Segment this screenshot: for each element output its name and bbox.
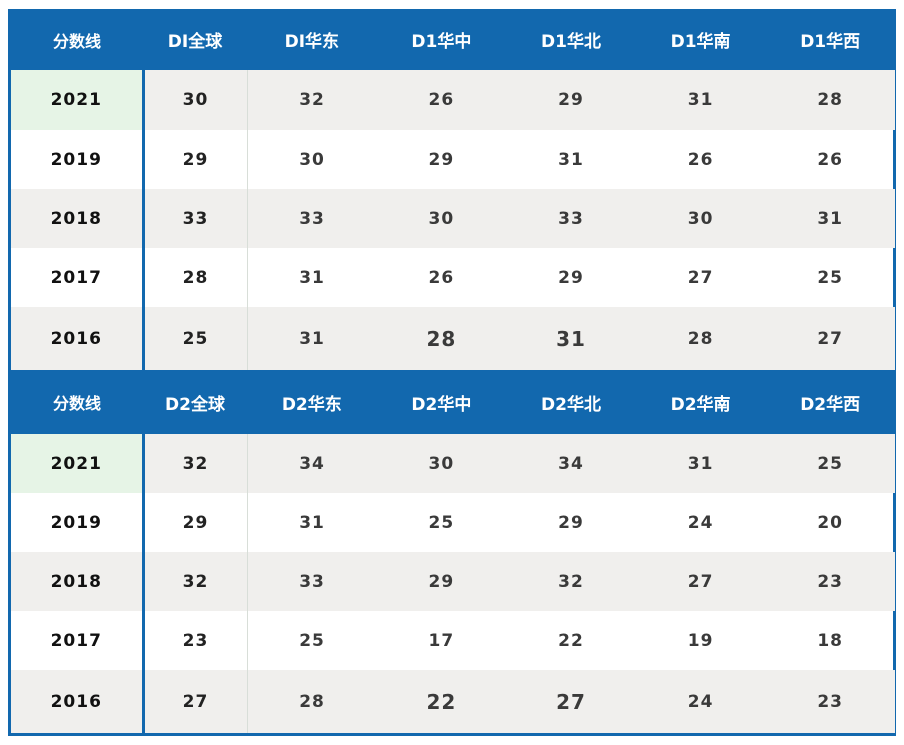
column-header: D1华中 (376, 9, 507, 70)
score-cell: 25 (143, 307, 248, 370)
score-cell: 25 (765, 434, 895, 493)
year-cell: 2018 (11, 552, 145, 611)
score-cell: 29 (428, 149, 455, 170)
header-row: 分数线 DI全球 DI华东 D1华中 D1华北 D1华南 D1华西 (11, 9, 895, 70)
column-header: DI全球 (143, 9, 247, 70)
score-cell: 26 (817, 149, 843, 170)
score-cell: 32 (506, 552, 636, 611)
score-tables: 分数线 DI全球 DI华东 D1华中 D1华北 D1华南 D1华西 2021 30 32 26 29 3… (8, 9, 896, 736)
score-cell: 19 (687, 630, 714, 651)
score-cell: 20 (817, 512, 843, 533)
score-cell: 29 (558, 512, 584, 533)
year-cell: 2017 (11, 248, 145, 307)
score-cell: 31 (765, 189, 895, 248)
score-cell: 17 (428, 630, 455, 651)
column-header: D1华北 (506, 9, 636, 70)
score-cell: 31 (635, 70, 766, 130)
score-cell: 28 (376, 307, 507, 370)
score-cell: 31 (558, 149, 584, 170)
column-header: D2华东 (247, 370, 377, 434)
score-cell: 31 (299, 512, 325, 533)
score-cell: 33 (247, 552, 377, 611)
score-cell: 32 (143, 552, 248, 611)
table-row: 2019 29 31 25 29 24 20 (11, 493, 895, 552)
score-cell: 30 (635, 189, 766, 248)
year-cell: 2019 (11, 130, 145, 189)
column-header: D2华西 (765, 370, 895, 434)
header-row: 分数线 D2全球 D2华东 D2华中 D2华北 D2华南 D2华西 (11, 370, 895, 434)
column-header: DI华东 (247, 9, 377, 70)
score-cell: 26 (687, 149, 714, 170)
year-cell: 2016 (11, 307, 145, 370)
score-cell: 29 (143, 130, 248, 189)
column-header: D1华南 (635, 9, 766, 70)
table-row: 2017 28 31 26 29 27 25 (11, 248, 895, 307)
score-cell: 22 (558, 630, 584, 651)
score-cell: 33 (247, 189, 377, 248)
column-header: 分数线 (11, 370, 143, 434)
score-cell: 23 (143, 611, 248, 670)
score-cell: 28 (143, 248, 248, 307)
score-cell: 27 (765, 307, 895, 370)
score-cell: 30 (376, 434, 507, 493)
score-cell: 29 (506, 70, 636, 130)
table-row: 2017 23 25 17 22 19 18 (11, 611, 895, 670)
score-cell: 33 (143, 189, 248, 248)
score-cell: 28 (247, 670, 377, 733)
score-cell: 28 (765, 70, 895, 130)
column-header: D2华北 (506, 370, 636, 434)
score-cell: 27 (687, 267, 714, 288)
score-cell: 23 (765, 670, 895, 733)
year-cell: 2016 (11, 670, 145, 733)
year-cell: 2019 (11, 493, 145, 552)
score-cell: 29 (143, 493, 248, 552)
column-header: D2华南 (635, 370, 766, 434)
score-cell: 27 (506, 670, 636, 733)
score-cell: 25 (299, 630, 325, 651)
score-cell: 30 (376, 189, 507, 248)
score-table-d1: 分数线 DI全球 DI华东 D1华中 D1华北 D1华南 D1华西 2021 30 32 26 29 3… (11, 9, 896, 370)
score-cell: 25 (817, 267, 843, 288)
score-cell: 24 (687, 512, 714, 533)
score-cell: 29 (376, 552, 507, 611)
score-cell: 22 (376, 670, 507, 733)
table-row: 2021 32 34 30 34 31 25 (11, 434, 895, 493)
score-cell: 26 (376, 70, 507, 130)
column-header: D1华西 (765, 9, 895, 70)
score-cell: 30 (299, 149, 325, 170)
score-cell: 27 (143, 670, 248, 733)
score-cell: 31 (299, 267, 325, 288)
score-cell: 29 (558, 267, 584, 288)
score-cell: 34 (506, 434, 636, 493)
column-header: 分数线 (11, 9, 143, 70)
score-cell: 26 (428, 267, 455, 288)
score-cell: 34 (247, 434, 377, 493)
score-cell: 31 (506, 307, 636, 370)
year-cell: 2021 (11, 434, 145, 493)
column-header: D2华中 (376, 370, 507, 434)
score-cell: 23 (765, 552, 895, 611)
column-header: D2全球 (143, 370, 247, 434)
score-cell: 33 (506, 189, 636, 248)
table-row: 2018 33 33 30 33 30 31 (11, 189, 895, 248)
table-row: 2016 25 31 28 31 28 27 (11, 307, 895, 370)
score-cell: 31 (247, 307, 377, 370)
table-row: 2016 27 28 22 27 24 23 (11, 670, 895, 733)
score-cell: 32 (247, 70, 377, 130)
score-table-d2: 分数线 D2全球 D2华东 D2华中 D2华北 D2华南 D2华西 2021 32 34 30 34 3… (11, 370, 896, 733)
score-cell: 32 (143, 434, 248, 493)
score-cell: 18 (817, 630, 843, 651)
year-cell: 2021 (11, 70, 145, 130)
score-cell: 24 (635, 670, 766, 733)
table-row: 2019 29 30 29 31 26 26 (11, 130, 895, 189)
year-cell: 2017 (11, 611, 145, 670)
year-cell: 2018 (11, 189, 145, 248)
table-row: 2018 32 33 29 32 27 23 (11, 552, 895, 611)
score-cell: 28 (635, 307, 766, 370)
table-row: 2021 30 32 26 29 31 28 (11, 70, 895, 130)
score-cell: 25 (428, 512, 455, 533)
score-cell: 30 (143, 70, 248, 130)
score-cell: 27 (635, 552, 766, 611)
score-cell: 31 (635, 434, 766, 493)
